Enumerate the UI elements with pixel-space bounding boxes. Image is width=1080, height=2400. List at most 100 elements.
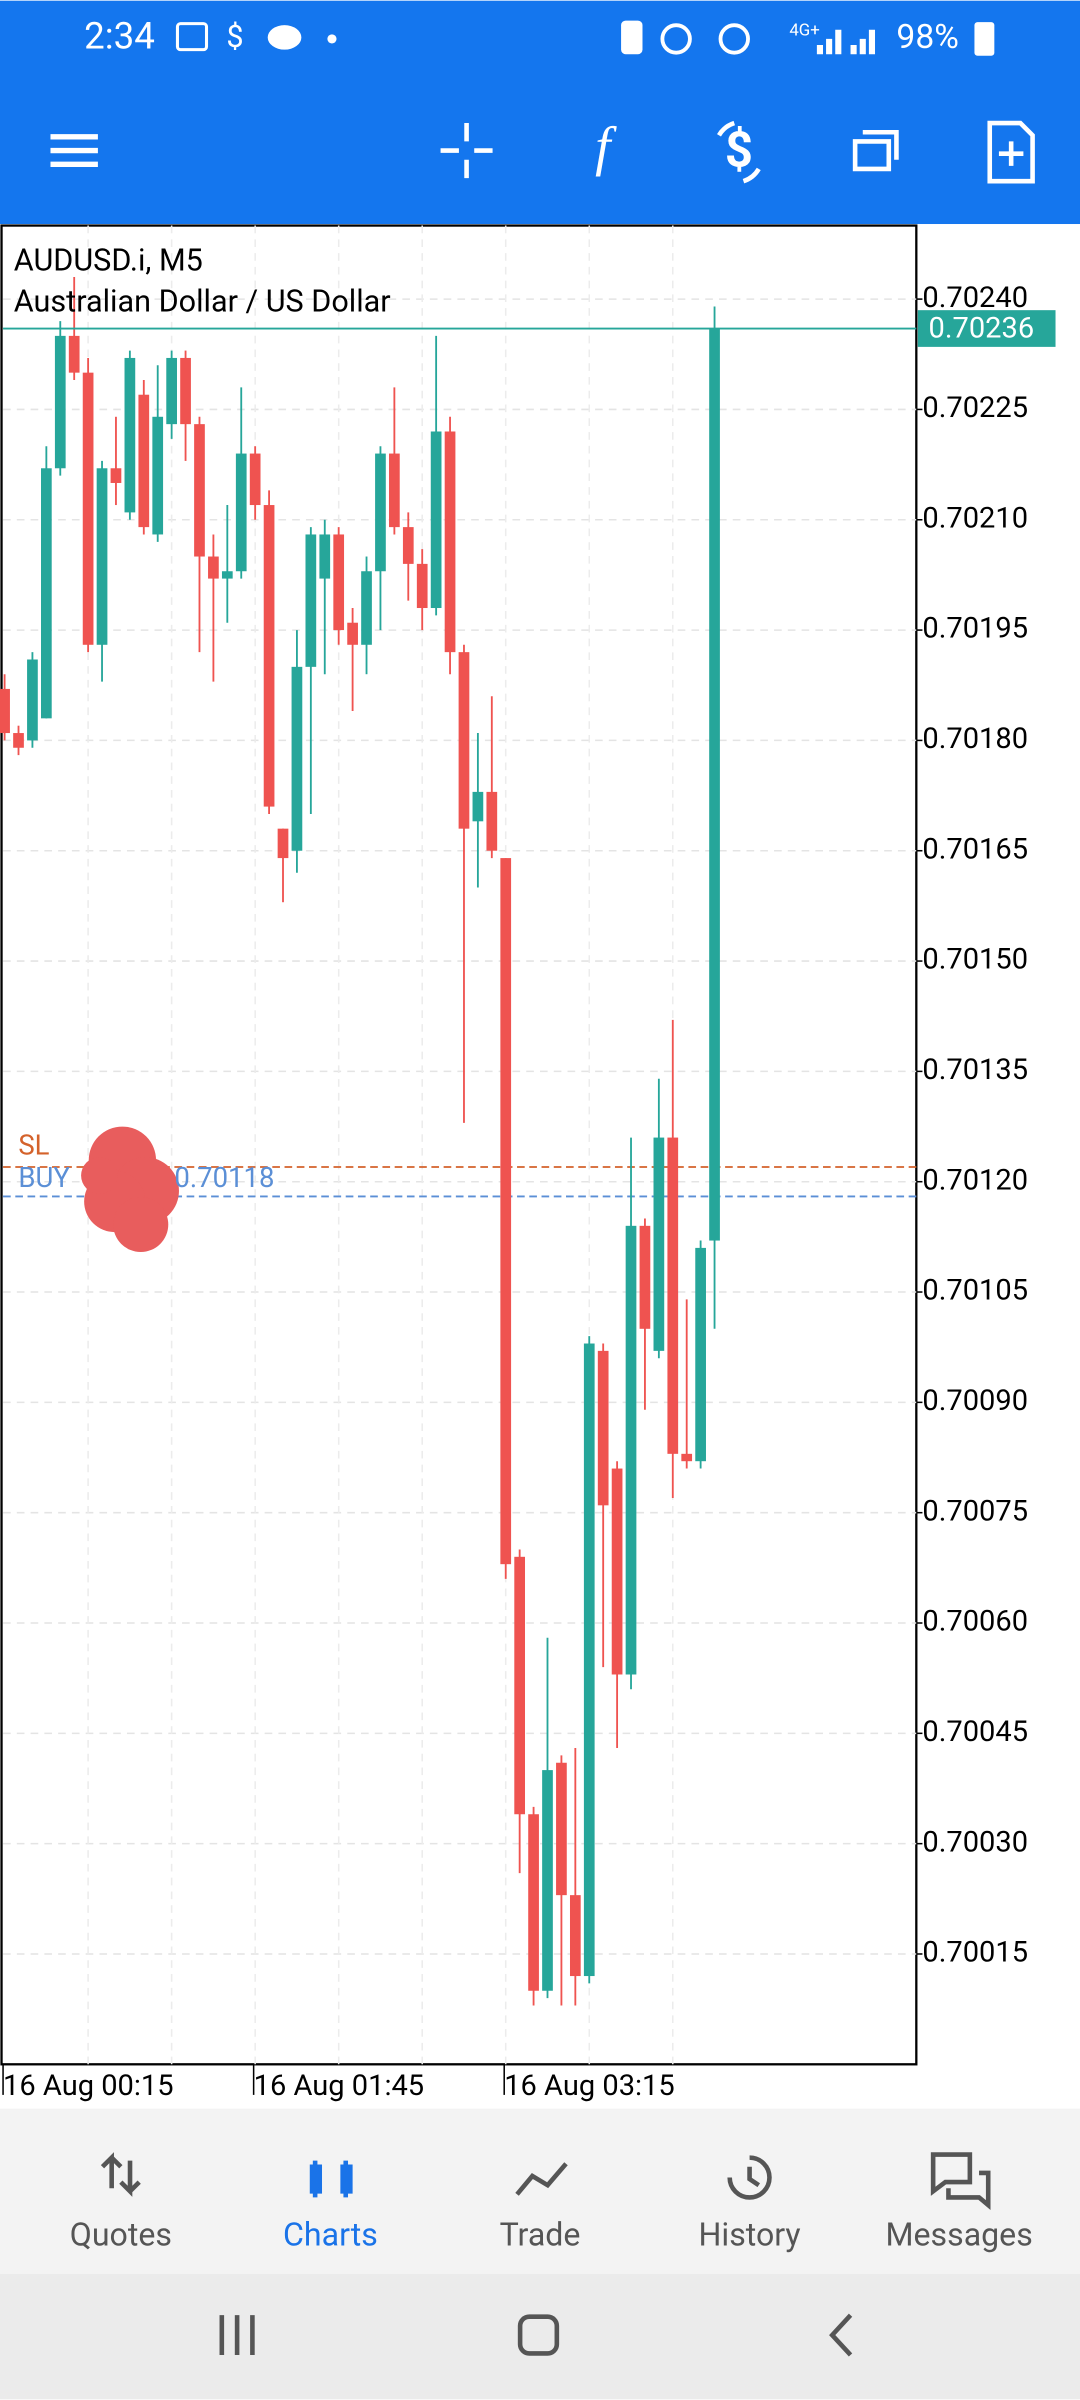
battery-icon bbox=[974, 22, 995, 56]
candle-body bbox=[263, 505, 275, 807]
candle-body bbox=[277, 828, 289, 859]
candle-body bbox=[82, 372, 94, 645]
candle-body bbox=[542, 1770, 553, 1991]
candle-body bbox=[569, 1895, 581, 1977]
candle-body bbox=[166, 357, 177, 425]
windows-button[interactable] bbox=[852, 129, 899, 172]
y-tick-label: 0.70075 bbox=[922, 1494, 1028, 1528]
candle-body bbox=[556, 1762, 567, 1896]
candle-body bbox=[625, 1225, 637, 1675]
y-tick-label: 0.70030 bbox=[922, 1825, 1028, 1859]
candle-body bbox=[54, 335, 66, 469]
nav-item[interactable]: Messages bbox=[885, 2216, 1032, 2254]
gallery-icon bbox=[175, 22, 209, 52]
buy-label: BUY bbox=[18, 1161, 70, 1194]
y-tick-label: 0.70210 bbox=[922, 501, 1028, 535]
candle-body bbox=[152, 416, 164, 535]
crosshair-button[interactable] bbox=[440, 123, 493, 179]
candle-body bbox=[611, 1468, 623, 1675]
alarm-icon bbox=[660, 23, 692, 55]
candle-body bbox=[40, 468, 52, 719]
candle-body bbox=[375, 453, 386, 572]
candle-body bbox=[639, 1225, 651, 1329]
app-bar bbox=[0, 0, 1080, 225]
nav-item[interactable]: Charts bbox=[283, 2216, 378, 2254]
new-order-button[interactable] bbox=[987, 120, 1035, 184]
trade-arrows bbox=[717, 120, 761, 184]
candle-body bbox=[402, 527, 414, 564]
plot bbox=[0, 225, 917, 2065]
candle-body bbox=[528, 1814, 539, 1991]
candle-body bbox=[514, 1556, 526, 1815]
y-tick-label: 0.70015 bbox=[922, 1936, 1028, 1970]
nav-icon bbox=[930, 2152, 991, 2210]
candle-body bbox=[709, 328, 720, 1241]
candle-body bbox=[681, 1453, 693, 1462]
candle-body bbox=[695, 1247, 706, 1462]
nav-item[interactable]: History bbox=[698, 2216, 800, 2254]
redaction bbox=[81, 1126, 179, 1253]
candle-body bbox=[180, 357, 191, 425]
nav-item[interactable]: Trade bbox=[500, 2216, 581, 2254]
y-tick-label: 0.70090 bbox=[922, 1384, 1028, 1418]
y-tick-label: 0.70045 bbox=[922, 1715, 1028, 1749]
candle-body bbox=[653, 1137, 665, 1351]
candle-body bbox=[291, 666, 303, 851]
system-nav bbox=[0, 2273, 1080, 2400]
hotspot-icon bbox=[718, 23, 750, 55]
candle-body bbox=[110, 468, 122, 483]
nav-icon bbox=[515, 2162, 568, 2196]
y-tick-label: 0.70180 bbox=[922, 722, 1028, 756]
battery-level: 98% bbox=[896, 18, 958, 57]
candle-body bbox=[208, 556, 219, 579]
recents-button[interactable] bbox=[219, 2315, 255, 2355]
candle-body bbox=[444, 431, 456, 653]
y-tick-label: 0.70150 bbox=[922, 943, 1028, 977]
y-tick-label: 0.70165 bbox=[922, 832, 1028, 866]
y-tick-label: 0.70105 bbox=[922, 1274, 1028, 1308]
candle-body bbox=[319, 534, 331, 579]
buy-price: 0.70118 bbox=[174, 1161, 274, 1194]
y-tick-label: 0.70060 bbox=[922, 1605, 1028, 1639]
sl-label: SL bbox=[18, 1128, 49, 1161]
x-tick-label: 16 Aug 00:15 bbox=[3, 2069, 174, 2103]
candle-body bbox=[194, 424, 205, 557]
candle-body bbox=[416, 563, 428, 609]
candle-body bbox=[221, 571, 233, 579]
back-button[interactable] bbox=[829, 2313, 853, 2357]
menu-button[interactable] bbox=[50, 134, 98, 168]
status-icon bbox=[621, 20, 643, 55]
nav-icon bbox=[727, 2155, 772, 2200]
candle-body bbox=[124, 357, 136, 513]
candle-body bbox=[458, 652, 470, 829]
candle-body bbox=[249, 453, 261, 506]
candle-body bbox=[486, 791, 498, 851]
trade-button[interactable]: $ bbox=[725, 122, 753, 179]
candle-body bbox=[13, 733, 24, 748]
current-price-box bbox=[917, 310, 1056, 347]
candle-body bbox=[500, 858, 512, 1565]
candle-body bbox=[96, 468, 108, 645]
candle-body bbox=[0, 688, 10, 734]
candle-body bbox=[333, 534, 345, 631]
home-button[interactable] bbox=[517, 2314, 560, 2356]
candle-body bbox=[667, 1137, 679, 1454]
nav-icon bbox=[309, 2160, 353, 2198]
candle-body bbox=[235, 453, 247, 572]
x-tick-label: 16 Aug 01:45 bbox=[254, 2069, 425, 2103]
bottom-nav bbox=[0, 2108, 1080, 2274]
y-tick-label: 0.70120 bbox=[922, 1163, 1028, 1197]
candle-body bbox=[597, 1350, 609, 1506]
y-tick-label: 0.70135 bbox=[922, 1053, 1028, 1087]
candle-body bbox=[583, 1343, 595, 1977]
candle-body bbox=[472, 791, 484, 822]
nav-item[interactable]: Quotes bbox=[70, 2216, 172, 2254]
y-tick-label: 0.70240 bbox=[922, 281, 1028, 315]
candle-body bbox=[305, 534, 317, 667]
candle-body bbox=[389, 453, 400, 528]
candle-body bbox=[347, 622, 358, 645]
status-notification: $ bbox=[226, 20, 243, 55]
x-tick-label: 16 Aug 03:15 bbox=[504, 2069, 675, 2103]
